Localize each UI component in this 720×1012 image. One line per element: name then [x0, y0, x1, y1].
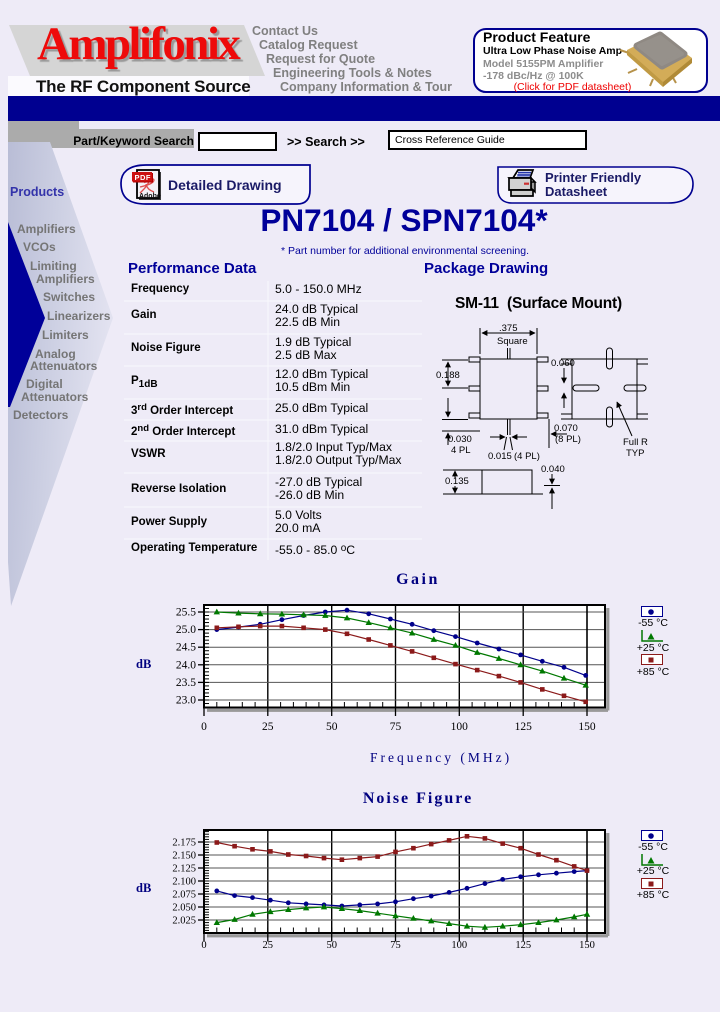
svg-text:50: 50	[326, 721, 338, 733]
svg-text:50: 50	[326, 940, 337, 951]
svg-text:23.0: 23.0	[176, 695, 196, 707]
svg-text:0.015: 0.015	[488, 451, 512, 462]
svg-text:2.100: 2.100	[172, 877, 196, 888]
svg-text:100: 100	[451, 940, 467, 951]
svg-text:(4 PL): (4 PL)	[514, 451, 540, 462]
svg-text:100: 100	[451, 721, 469, 733]
svg-text:0.070: 0.070	[554, 423, 578, 434]
svg-text:24.0: 24.0	[176, 659, 196, 671]
svg-text:2.025: 2.025	[172, 916, 196, 927]
svg-text:24.5: 24.5	[176, 642, 196, 654]
svg-text:0.135: 0.135	[445, 476, 469, 487]
svg-text:2.175: 2.175	[172, 838, 196, 849]
svg-text:0: 0	[201, 721, 207, 733]
svg-text:.375: .375	[499, 323, 518, 334]
svg-text:0.060: 0.060	[551, 358, 575, 369]
svg-text:25.0: 25.0	[176, 624, 196, 636]
svg-text:Full R: Full R	[623, 437, 648, 448]
svg-text:4 PL: 4 PL	[451, 445, 471, 456]
svg-text:2.050: 2.050	[172, 903, 196, 914]
svg-text:125: 125	[515, 940, 531, 951]
svg-text:0.030: 0.030	[448, 434, 472, 445]
svg-text:75: 75	[390, 721, 402, 733]
svg-text:2.075: 2.075	[172, 890, 196, 901]
svg-text:PDF: PDF	[135, 173, 152, 182]
svg-text:Adobe: Adobe	[139, 190, 161, 199]
svg-text:2.125: 2.125	[172, 864, 196, 875]
svg-text:Square: Square	[497, 336, 528, 347]
svg-text:125: 125	[515, 721, 533, 733]
svg-text:25: 25	[262, 721, 274, 733]
svg-text:0: 0	[201, 940, 206, 951]
svg-text:0.188: 0.188	[436, 370, 460, 381]
svg-text:25.5: 25.5	[176, 607, 196, 619]
svg-text:150: 150	[578, 721, 596, 733]
svg-text:dB: dB	[136, 881, 151, 895]
svg-text:0.040: 0.040	[541, 464, 565, 475]
svg-text:dB: dB	[136, 657, 151, 671]
svg-text:75: 75	[390, 940, 401, 951]
svg-text:150: 150	[579, 940, 595, 951]
svg-text:2.150: 2.150	[172, 851, 196, 862]
svg-text:(8 PL): (8 PL)	[555, 434, 581, 445]
svg-text:TYP: TYP	[626, 448, 644, 459]
svg-text:23.5: 23.5	[176, 677, 196, 689]
svg-text:25: 25	[263, 940, 274, 951]
